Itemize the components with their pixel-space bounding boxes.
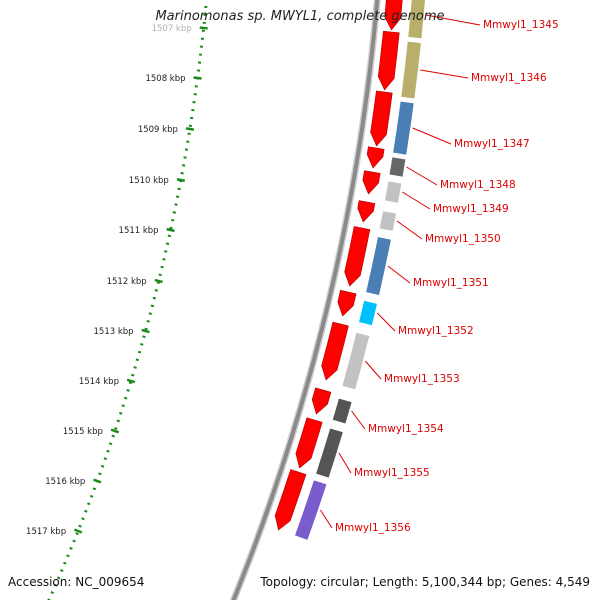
cog-block[interactable] <box>358 299 378 327</box>
gene-label[interactable]: Mmwyl1_1348 <box>440 179 516 191</box>
gene-Mmwyl1_1347[interactable] <box>370 90 415 156</box>
gene-label[interactable]: Mmwyl1_1351 <box>413 277 489 289</box>
label-leader-line <box>420 69 469 79</box>
gene-label[interactable]: Mmwyl1_1347 <box>454 138 530 150</box>
ruler-tick-label: 1515 kbp <box>63 427 103 437</box>
ruler-tick <box>154 278 163 284</box>
backbone-line <box>229 0 380 604</box>
gene-label[interactable]: Mmwyl1_1354 <box>368 423 444 435</box>
gene-Mmwyl1_1354[interactable] <box>311 387 353 425</box>
accession-text: Accession: NC_009654 <box>8 575 145 589</box>
cds-arrow[interactable] <box>362 170 381 195</box>
ruler-tick-label: 1511 kbp <box>119 226 159 236</box>
backbone-track <box>228 0 381 604</box>
cog-block[interactable] <box>293 479 328 541</box>
gene-Mmwyl1_1348[interactable] <box>366 146 407 178</box>
label-leader-line <box>396 220 423 240</box>
cog-block[interactable] <box>407 0 426 40</box>
cog-block[interactable] <box>365 236 392 297</box>
ruler-tick-label: 1516 kbp <box>45 477 85 487</box>
ruler-tick-label: 1512 kbp <box>107 277 147 287</box>
cds-arrow[interactable] <box>295 417 323 469</box>
gene-Mmwyl1_1353[interactable] <box>321 321 371 391</box>
gene-Mmwyl1_1355[interactable] <box>295 417 344 479</box>
ruler-line <box>45 0 209 604</box>
cds-arrow[interactable] <box>366 146 385 169</box>
gene-label[interactable]: Mmwyl1_1355 <box>354 467 430 479</box>
gene-label[interactable]: Mmwyl1_1349 <box>433 203 509 215</box>
label-leader-line <box>320 509 333 529</box>
ruler-tick-label: 1508 kbp <box>145 74 185 84</box>
gene-label[interactable]: Mmwyl1_1356 <box>335 522 411 534</box>
label-leader-line <box>425 14 481 26</box>
ruler-tick-label: 1517 kbp <box>26 527 66 537</box>
cds-arrow[interactable] <box>357 200 376 223</box>
ruler-tick-label: 1513 kbp <box>94 327 134 337</box>
gene-Mmwyl1_1352[interactable] <box>337 289 378 327</box>
cog-block[interactable] <box>388 156 407 178</box>
cog-block[interactable] <box>392 100 415 156</box>
cog-block[interactable] <box>400 40 422 100</box>
cds-arrow[interactable] <box>377 30 400 91</box>
gene-Mmwyl1_1351[interactable] <box>344 226 392 297</box>
gene-label[interactable]: Mmwyl1_1345 <box>483 19 559 31</box>
ruler-tick-label: 1509 kbp <box>138 125 178 135</box>
ruler-tick <box>73 528 83 534</box>
map-title: Marinomonas sp. MWYL1, complete genome <box>155 9 445 24</box>
cog-block[interactable] <box>331 397 353 425</box>
gene-Mmwyl1_1356[interactable] <box>274 469 328 541</box>
gene-label[interactable]: Mmwyl1_1353 <box>384 373 460 385</box>
ruler-tick <box>166 227 175 233</box>
gene-Mmwyl1_1349[interactable] <box>362 170 403 204</box>
ruler-tick <box>126 378 136 384</box>
cds-arrow[interactable] <box>274 469 307 531</box>
cog-block[interactable] <box>384 180 403 204</box>
topology-text: Topology: circular; Length: 5,100,344 bp… <box>260 575 590 589</box>
cog-block[interactable] <box>378 210 397 232</box>
gene-labels: Mmwyl1_1345 Mmwyl1_1346 Mmwyl1_1347 Mmwyl1_… <box>320 14 559 534</box>
ruler-tick <box>141 328 150 334</box>
gene-Mmwyl1_1350[interactable] <box>357 200 397 232</box>
label-leader-line <box>412 127 452 145</box>
label-leader-line <box>351 410 366 430</box>
cds-arrow[interactable] <box>311 387 332 415</box>
gene-label[interactable]: Mmwyl1_1352 <box>398 325 474 337</box>
label-leader-line <box>376 312 396 332</box>
ruler-tick-label: 1510 kbp <box>129 176 169 186</box>
ruler-tick <box>110 428 120 434</box>
label-leader-line <box>338 452 352 474</box>
ruler-track: 1507 kbp 1508 kbp 1509 kbp 1510 kbp 1511 kbp… <box>26 0 209 604</box>
label-leader-line <box>387 265 411 284</box>
ruler-tick <box>93 478 102 484</box>
gene-track <box>274 0 426 541</box>
cog-block[interactable] <box>315 427 344 479</box>
cds-arrow[interactable] <box>344 226 371 287</box>
label-leader-line <box>402 191 431 210</box>
cds-arrow[interactable] <box>337 289 357 317</box>
ruler-tick <box>176 178 186 182</box>
cds-arrow[interactable] <box>384 0 404 31</box>
ruler-tick-label: 1514 kbp <box>79 377 119 387</box>
cog-block[interactable] <box>341 331 371 391</box>
ruler-tick <box>199 26 208 30</box>
gene-Mmwyl1_1345[interactable] <box>384 0 426 40</box>
ruler-tick-label: 1507 kbp <box>152 24 192 34</box>
gene-label[interactable]: Mmwyl1_1350 <box>425 233 501 245</box>
cds-arrow[interactable] <box>370 90 393 147</box>
gene-label[interactable]: Mmwyl1_1346 <box>471 72 547 84</box>
ruler-tick <box>193 76 202 80</box>
ruler-tick <box>185 127 195 131</box>
label-leader-line <box>406 166 438 186</box>
label-leader-line <box>364 360 382 380</box>
gene-Mmwyl1_1346[interactable] <box>377 30 422 100</box>
cds-arrow[interactable] <box>321 321 349 381</box>
